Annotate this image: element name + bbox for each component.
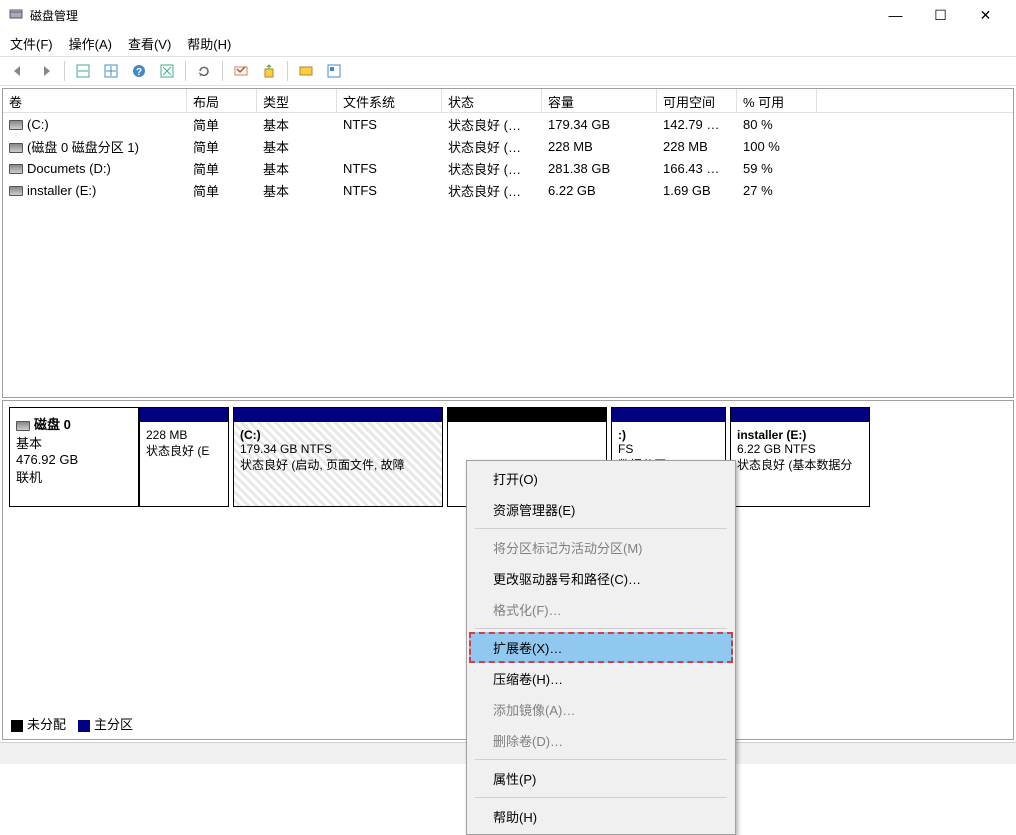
legend: 未分配 主分区 bbox=[11, 714, 133, 733]
partition[interactable]: installer (E:)6.22 GB NTFS状态良好 (基本数据分 bbox=[730, 407, 870, 507]
ctx-shrink[interactable]: 压缩卷(H)… bbox=[469, 663, 733, 694]
toolbar-btn-5[interactable] bbox=[257, 59, 281, 83]
volume-row[interactable]: (C:)简单基本NTFS状态良好 (…179.34 GB142.79 …80 % bbox=[3, 113, 1013, 135]
context-menu: 打开(O) 资源管理器(E) 将分区标记为活动分区(M) 更改驱动器号和路径(C… bbox=[466, 460, 736, 835]
volume-row[interactable]: installer (E:)简单基本NTFS状态良好 (…6.22 GB1.69… bbox=[3, 179, 1013, 201]
window-title: 磁盘管理 bbox=[30, 7, 873, 24]
col-capacity[interactable]: 容量 bbox=[542, 89, 657, 112]
volume-row[interactable]: (磁盘 0 磁盘分区 1)简单基本状态良好 (…228 MB228 MB100 … bbox=[3, 135, 1013, 157]
refresh-icon[interactable] bbox=[192, 59, 216, 83]
app-icon bbox=[8, 7, 24, 23]
disk-icon bbox=[16, 421, 30, 431]
ctx-changeletter[interactable]: 更改驱动器号和路径(C)… bbox=[469, 563, 733, 594]
ctx-format: 格式化(F)… bbox=[469, 594, 733, 625]
col-status[interactable]: 状态 bbox=[442, 89, 542, 112]
ctx-properties[interactable]: 属性(P) bbox=[469, 763, 733, 794]
disk-size: 476.92 GB bbox=[16, 452, 132, 467]
maximize-button[interactable]: ☐ bbox=[918, 0, 963, 30]
toolbar-btn-7[interactable] bbox=[322, 59, 346, 83]
menu-view[interactable]: 查看(V) bbox=[128, 34, 171, 53]
disk-status: 联机 bbox=[16, 467, 132, 486]
ctx-explorer[interactable]: 资源管理器(E) bbox=[469, 494, 733, 525]
col-volume[interactable]: 卷 bbox=[3, 89, 187, 112]
volume-list-header: 卷 布局 类型 文件系统 状态 容量 可用空间 % 可用 bbox=[3, 89, 1013, 113]
col-free[interactable]: 可用空间 bbox=[657, 89, 737, 112]
back-button[interactable] bbox=[6, 59, 30, 83]
close-button[interactable]: ✕ bbox=[963, 0, 1008, 30]
menu-file[interactable]: 文件(F) bbox=[10, 34, 53, 53]
ctx-delete: 删除卷(D)… bbox=[469, 725, 733, 756]
volume-list-pane: 卷 布局 类型 文件系统 状态 容量 可用空间 % 可用 (C:)简单基本NTF… bbox=[2, 88, 1014, 398]
volume-row[interactable]: Documets (D:)简单基本NTFS状态良好 (…281.38 GB166… bbox=[3, 157, 1013, 179]
menu-help[interactable]: 帮助(H) bbox=[187, 34, 231, 53]
disk-label: 磁盘 0 bbox=[34, 417, 71, 432]
ctx-markactive: 将分区标记为活动分区(M) bbox=[469, 532, 733, 563]
help-icon[interactable]: ? bbox=[127, 59, 151, 83]
ctx-extend[interactable]: 扩展卷(X)… bbox=[469, 632, 733, 663]
legend-primary: 主分区 bbox=[94, 717, 133, 732]
col-layout[interactable]: 布局 bbox=[187, 89, 257, 112]
partition[interactable]: (C:)179.34 GB NTFS状态良好 (启动, 页面文件, 故障 bbox=[233, 407, 443, 507]
toolbar-btn-3[interactable] bbox=[155, 59, 179, 83]
toolbar-btn-2[interactable] bbox=[99, 59, 123, 83]
col-pct[interactable]: % 可用 bbox=[737, 89, 817, 112]
disk-info[interactable]: 磁盘 0 基本 476.92 GB 联机 bbox=[9, 407, 139, 507]
forward-button[interactable] bbox=[34, 59, 58, 83]
menubar: 文件(F) 操作(A) 查看(V) 帮助(H) bbox=[0, 30, 1016, 56]
ctx-addmirror: 添加镜像(A)… bbox=[469, 694, 733, 725]
toolbar-btn-6[interactable] bbox=[294, 59, 318, 83]
legend-unalloc-swatch bbox=[11, 720, 23, 732]
col-type[interactable]: 类型 bbox=[257, 89, 337, 112]
toolbar: ? bbox=[0, 56, 1016, 86]
titlebar: 磁盘管理 — ☐ ✕ bbox=[0, 0, 1016, 30]
minimize-button[interactable]: — bbox=[873, 0, 918, 30]
disk-type: 基本 bbox=[16, 433, 132, 452]
svg-text:?: ? bbox=[136, 67, 142, 78]
legend-primary-swatch bbox=[78, 720, 90, 732]
partition[interactable]: 228 MB状态良好 (E bbox=[139, 407, 229, 507]
legend-unalloc: 未分配 bbox=[27, 717, 66, 732]
ctx-open[interactable]: 打开(O) bbox=[469, 463, 733, 494]
col-fs[interactable]: 文件系统 bbox=[337, 89, 442, 112]
toolbar-btn-1[interactable] bbox=[71, 59, 95, 83]
menu-operation[interactable]: 操作(A) bbox=[69, 34, 112, 53]
toolbar-btn-4[interactable] bbox=[229, 59, 253, 83]
ctx-help[interactable]: 帮助(H) bbox=[469, 801, 733, 832]
